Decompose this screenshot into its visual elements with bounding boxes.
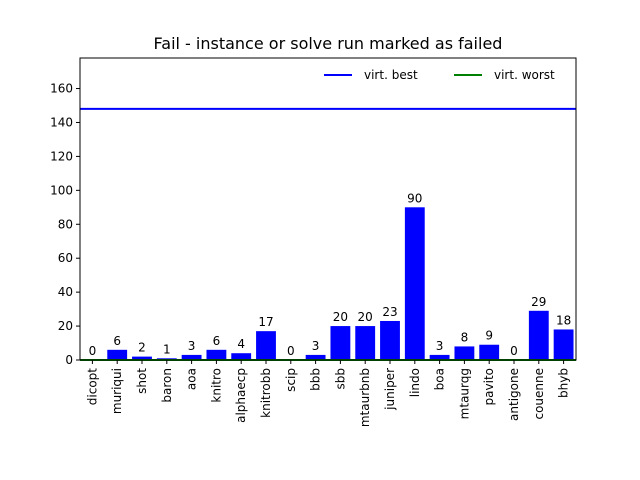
x-tick-label-knitrobb: knitrobb [259,368,273,418]
x-tick-label-antigone: antigone [507,368,521,421]
x-tick-label-bhyb: bhyb [557,368,571,398]
y-tick-label-160: 160 [50,82,73,96]
data-label-sbb: 20 [333,310,348,324]
data-label-scip: 0 [287,344,295,358]
y-tick-label-60: 60 [58,251,73,265]
bar-couenne [528,310,549,360]
bar-alphaecp [231,353,252,360]
legend-label-virt-worst: virt. worst [494,68,555,82]
bar-knitrobb [256,331,276,360]
bar-lindo [404,207,425,360]
bar-knitro [206,349,227,360]
x-tick-label-shot: shot [135,368,149,394]
bar-sbb [330,326,351,360]
x-tick-label-aoa: aoa [185,368,199,390]
data-label-bbb: 3 [312,339,320,353]
bar-shot [132,356,152,360]
bar-pavito [479,344,500,360]
x-tick-label-baron: baron [160,368,174,403]
data-label-mtaurqg: 8 [461,330,469,344]
x-tick-label-mtaurbnb: mtaurbnb [358,368,372,427]
x-tick-label-muriqui: muriqui [110,368,124,414]
data-label-lindo: 90 [407,191,422,205]
x-tick-label-boa: boa [433,368,447,390]
x-tick-label-bbb: bbb [309,368,323,391]
y-tick-label-100: 100 [50,183,73,197]
x-tick-label-dicopt: dicopt [85,368,99,406]
bar-mtaurqg [454,346,475,360]
legend-label-virt-best: virt. best [364,68,418,82]
bar-muriqui [107,349,128,360]
y-tick-label-80: 80 [58,217,73,231]
plot-frame [79,57,577,361]
y-tick-label-140: 140 [50,115,73,129]
data-label-knitro: 6 [213,334,221,348]
chart-title: Fail - instance or solve run marked as f… [154,34,503,53]
bar-mtaurbnb [355,326,376,360]
data-label-mtaurbnb: 20 [358,310,373,324]
data-label-dicopt: 0 [89,344,97,358]
y-tick-label-20: 20 [58,319,73,333]
bar-boa [429,354,450,360]
y-tick-label-0: 0 [65,353,73,367]
x-tick-label-scip: scip [284,368,298,392]
data-label-pavito: 9 [485,329,493,343]
data-label-shot: 2 [138,341,146,355]
data-label-baron: 1 [163,342,171,356]
data-label-bhyb: 18 [556,313,571,327]
y-tick-label-120: 120 [50,149,73,163]
bar-aoa [181,354,202,360]
x-tick-label-couenne: couenne [532,368,546,420]
x-tick-label-pavito: pavito [482,368,496,405]
x-tick-label-knitro: knitro [209,368,223,403]
data-label-alphaecp: 4 [237,337,245,351]
bar-juniper [380,320,400,360]
data-label-aoa: 3 [188,339,196,353]
legend: virt. best virt. worst [324,68,555,82]
x-tick-label-sbb: sbb [333,368,347,390]
bar-bbb [305,354,326,360]
data-label-couenne: 29 [531,295,546,309]
data-label-boa: 3 [436,339,444,353]
bar-bhyb [553,329,574,360]
x-tick-label-lindo: lindo [408,368,422,397]
axes-layer: dicopt muriqui shot baron aoa knitro alphaecp k… [50,57,577,427]
reference-lines-layer [80,107,576,361]
x-tick-label-juniper: juniper [383,368,397,411]
data-label-muriqui: 6 [113,334,121,348]
data-label-knitrobb: 17 [258,315,273,329]
x-tick-label-mtaurqg: mtaurqg [457,368,471,419]
data-label-antigone: 0 [510,344,518,358]
data-label-juniper: 23 [382,305,397,319]
y-tick-label-40: 40 [58,285,73,299]
x-tick-label-alphaecp: alphaecp [234,368,248,423]
